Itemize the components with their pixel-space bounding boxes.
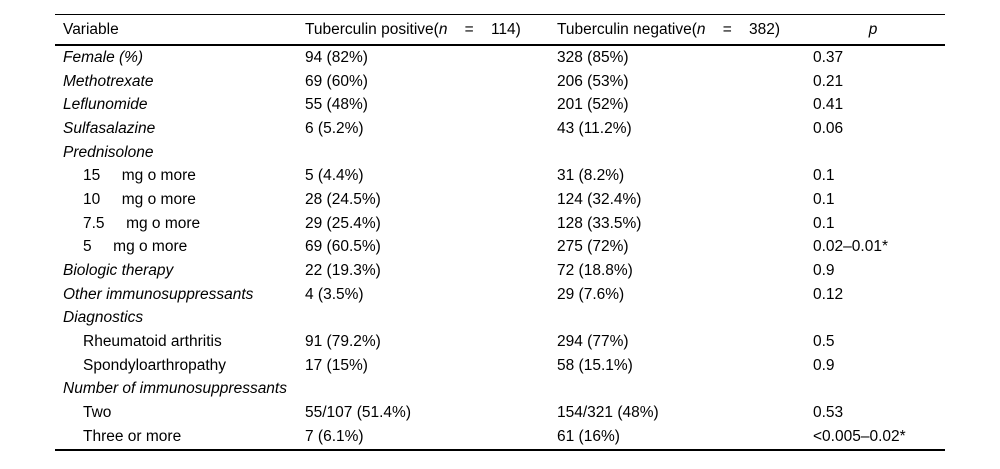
table-row: Rheumatoid arthritis 91 (79.2%) 294 (77%… <box>55 330 945 354</box>
table-row: Leflunomide 55 (48%) 201 (52%) 0.41 <box>55 93 945 117</box>
table-header-row: Variable Tuberculin positive(n = 114) Tu… <box>55 15 945 46</box>
row-label: Rheumatoid arthritis <box>83 333 222 351</box>
row-label: 10 mg o more <box>83 190 196 208</box>
row-label: Biologic therapy <box>63 262 174 280</box>
row-label: Diagnostics <box>63 309 144 327</box>
col-header-p: p <box>868 20 878 38</box>
table-row: 7.5 mg o more 29 (25.4%) 128 (33.5%) 0.1 <box>55 212 945 236</box>
cell-tuberculin-positive: 17 (15%) <box>305 356 368 374</box>
table-row: Sulfasalazine 6 (5.2%) 43 (11.2%) 0.06 <box>55 117 945 141</box>
cell-tuberculin-positive: 7 (6.1%) <box>305 427 364 445</box>
row-label: Other immunosuppressants <box>63 285 254 303</box>
cell-tuberculin-positive: 4 (3.5%) <box>305 285 364 303</box>
cell-tuberculin-positive: 94 (82%) <box>305 48 368 66</box>
header-suffix: = 114) <box>447 20 521 38</box>
cell-tuberculin-negative: 124 (32.4%) <box>557 190 642 208</box>
cell-tuberculin-negative: 58 (15.1%) <box>557 356 633 374</box>
cell-p-value: 0.02–0.01* <box>813 238 888 256</box>
cell-p-value: 0.1 <box>813 190 835 208</box>
cell-tuberculin-negative: 29 (7.6%) <box>557 285 625 303</box>
header-prefix: Tuberculin negative( <box>557 20 697 38</box>
col-header-tuberculin-positive: Tuberculin positive(n = 114) <box>305 15 557 46</box>
table-row: Three or more 7 (6.1%) 61 (16%) <0.005–0… <box>55 425 945 450</box>
cell-p-value: 0.9 <box>813 262 835 280</box>
cell-p-value: 0.06 <box>813 119 844 137</box>
row-label: Methotrexate <box>63 72 154 90</box>
table-row: Diagnostics <box>55 307 945 331</box>
cell-tuberculin-positive: 28 (24.5%) <box>305 190 381 208</box>
cell-p-value: 0.5 <box>813 333 835 351</box>
cell-tuberculin-negative: 206 (53%) <box>557 72 629 90</box>
table-row: Spondyloarthropathy 17 (15%) 58 (15.1%) … <box>55 354 945 378</box>
header-suffix: = 382) <box>705 20 781 38</box>
cell-tuberculin-positive: 91 (79.2%) <box>305 333 381 351</box>
table-row: Biologic therapy 22 (19.3%) 72 (18.8%) 0… <box>55 259 945 283</box>
cell-tuberculin-negative: 128 (33.5%) <box>557 214 642 232</box>
table-row: 5 mg o more 69 (60.5%) 275 (72%) 0.02–0.… <box>55 236 945 260</box>
cell-p-value: 0.53 <box>813 404 844 422</box>
cell-tuberculin-positive <box>305 378 557 402</box>
table-row: Female (%) 94 (82%) 328 (85%) 0.37 <box>55 45 945 70</box>
cell-tuberculin-negative: 201 (52%) <box>557 96 629 114</box>
comparison-table: Variable Tuberculin positive(n = 114) Tu… <box>55 14 945 451</box>
table-row: Methotrexate 69 (60%) 206 (53%) 0.21 <box>55 70 945 94</box>
table-row: 10 mg o more 28 (24.5%) 124 (32.4%) 0.1 <box>55 188 945 212</box>
cell-tuberculin-positive <box>305 141 557 165</box>
row-label: Three or more <box>83 427 182 445</box>
cell-tuberculin-negative: 154/321 (48%) <box>557 404 659 422</box>
cell-p-value: 0.12 <box>813 285 844 303</box>
cell-tuberculin-negative: 294 (77%) <box>557 333 629 351</box>
cell-tuberculin-positive: 6 (5.2%) <box>305 119 364 137</box>
row-label: Female (%) <box>63 48 144 66</box>
header-prefix: Tuberculin positive( <box>305 20 439 38</box>
cell-tuberculin-positive: 69 (60%) <box>305 72 368 90</box>
cell-tuberculin-positive: 29 (25.4%) <box>305 214 381 232</box>
cell-tuberculin-negative <box>557 141 813 165</box>
row-label: 5 mg o more <box>83 238 188 256</box>
table-row: Prednisolone <box>55 141 945 165</box>
cell-tuberculin-negative: 328 (85%) <box>557 48 629 66</box>
cell-tuberculin-positive: 5 (4.4%) <box>305 167 364 185</box>
table-row: 15 mg o more 5 (4.4%) 31 (8.2%) 0.1 <box>55 164 945 188</box>
cell-tuberculin-negative: 43 (11.2%) <box>557 119 632 137</box>
comparison-table-container: Variable Tuberculin positive(n = 114) Tu… <box>55 14 945 451</box>
cell-p-value: 0.9 <box>813 356 835 374</box>
cell-tuberculin-positive: 55/107 (51.4%) <box>305 404 411 422</box>
cell-tuberculin-negative: 31 (8.2%) <box>557 167 625 185</box>
row-label: 15 mg o more <box>83 167 196 185</box>
row-label: Number of immunosuppressants <box>63 380 287 398</box>
cell-p-value: 0.21 <box>813 72 844 90</box>
n-symbol: n <box>438 20 448 38</box>
cell-tuberculin-negative: 275 (72%) <box>557 238 629 256</box>
cell-tuberculin-negative: 61 (16%) <box>557 427 620 445</box>
cell-p-value: 0.1 <box>813 167 835 185</box>
cell-tuberculin-negative <box>557 378 813 402</box>
row-label: Leflunomide <box>63 96 148 114</box>
row-label: Two <box>83 404 112 422</box>
row-label: Spondyloarthropathy <box>83 356 227 374</box>
cell-p-value <box>813 141 945 165</box>
table-row: Number of immunosuppressants <box>55 378 945 402</box>
cell-tuberculin-negative <box>557 307 813 331</box>
cell-p-value: 0.41 <box>813 96 844 114</box>
cell-tuberculin-positive: 22 (19.3%) <box>305 262 381 280</box>
cell-p-value <box>813 378 945 402</box>
cell-p-value: 0.37 <box>813 48 844 66</box>
row-label: 7.5 mg o more <box>83 214 201 232</box>
table-body: Female (%) 94 (82%) 328 (85%) 0.37 Metho… <box>55 45 945 450</box>
row-label: Prednisolone <box>63 143 154 161</box>
cell-p-value: 0.1 <box>813 214 835 232</box>
n-symbol: n <box>696 20 706 38</box>
table-row: Two 55/107 (51.4%) 154/321 (48%) 0.53 <box>55 401 945 425</box>
col-header-tuberculin-negative: Tuberculin negative(n = 382) <box>557 15 813 46</box>
cell-tuberculin-positive: 55 (48%) <box>305 96 368 114</box>
cell-tuberculin-positive: 69 (60.5%) <box>305 238 381 256</box>
col-header-variable: Variable <box>63 20 119 38</box>
cell-p-value <box>813 307 945 331</box>
table-row: Other immunosuppressants 4 (3.5%) 29 (7.… <box>55 283 945 307</box>
row-label: Sulfasalazine <box>63 119 156 137</box>
cell-tuberculin-positive <box>305 307 557 331</box>
cell-p-value: <0.005–0.02* <box>813 427 906 445</box>
cell-tuberculin-negative: 72 (18.8%) <box>557 262 633 280</box>
